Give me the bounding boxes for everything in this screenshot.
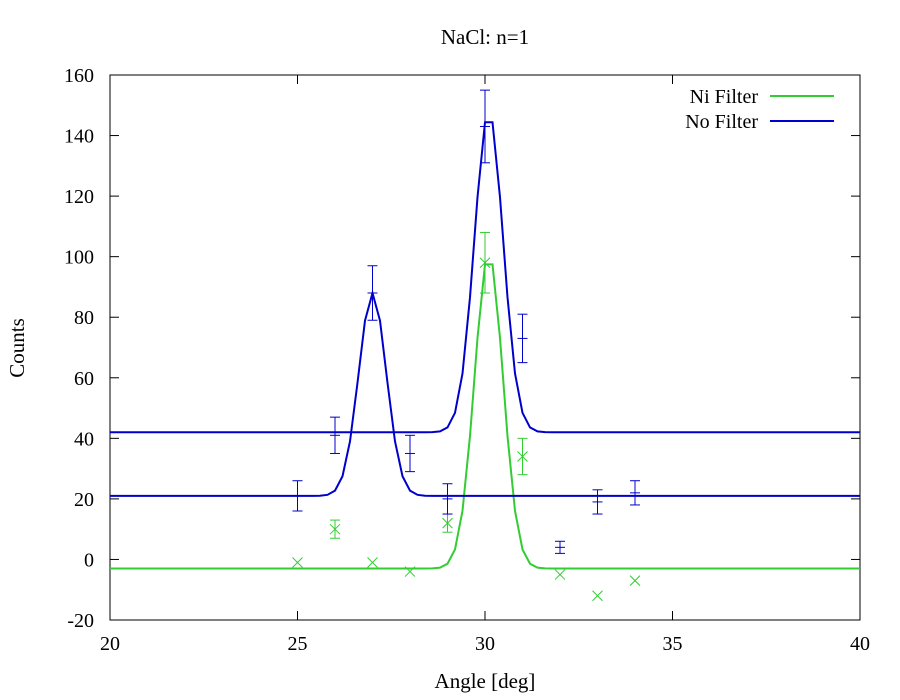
- data-point: [554, 569, 566, 580]
- marker-x: [442, 517, 453, 529]
- y-tick-label: 160: [64, 65, 94, 87]
- legend-label: Ni Filter: [690, 86, 759, 108]
- data-point: [517, 437, 528, 476]
- y-tick-label: 0: [84, 549, 94, 571]
- data-point: [480, 89, 490, 164]
- x-tick-label: 40: [850, 633, 870, 655]
- data-point: [292, 480, 303, 512]
- data-point: [592, 489, 603, 515]
- marker-x: [479, 257, 491, 269]
- data-point: [555, 540, 565, 554]
- y-tick-label: 20: [74, 489, 94, 511]
- data-point: [592, 590, 603, 602]
- y-tick-label: -20: [67, 610, 94, 632]
- marker-x: [367, 557, 378, 568]
- data-point: [442, 483, 453, 515]
- marker-x: [404, 566, 416, 577]
- data-point: [479, 231, 491, 294]
- marker-x: [517, 451, 528, 462]
- axis-ticks: 20 25 30 35 40 -20 0 20 40 60 80 100 120 140 160: [64, 65, 870, 655]
- legend: Ni Filter No Filter: [685, 86, 834, 133]
- y-axis-label: Counts: [5, 318, 29, 378]
- marker-x: [329, 523, 341, 535]
- y-tick-label: 140: [64, 126, 94, 148]
- data-point: [405, 434, 415, 473]
- data-point: [404, 566, 416, 577]
- data-points: [292, 89, 641, 602]
- data-point: [367, 265, 378, 321]
- marker-x: [554, 569, 566, 580]
- data-point: [629, 575, 641, 586]
- y-tick-label: 40: [74, 428, 94, 450]
- data-point: [630, 480, 640, 506]
- fit-curve: [110, 263, 860, 570]
- chart-title: NaCl: n=1: [441, 25, 529, 49]
- y-tick-label: 100: [64, 247, 94, 269]
- data-point: [292, 557, 303, 568]
- data-point: [367, 557, 378, 568]
- legend-label: No Filter: [685, 111, 758, 133]
- x-axis-label: Angle [deg]: [435, 669, 536, 693]
- y-tick-label: 60: [74, 368, 94, 390]
- x-tick-label: 35: [663, 633, 683, 655]
- fit-curve: [110, 289, 860, 497]
- y-tick-label: 80: [74, 307, 94, 329]
- x-tick-label: 30: [475, 633, 495, 655]
- data-point: [517, 313, 528, 364]
- data-point: [330, 416, 340, 454]
- y-tick-label: 120: [64, 186, 94, 208]
- marker-x: [592, 590, 603, 602]
- data-point: [442, 513, 453, 533]
- data-point: [329, 519, 341, 539]
- marker-x: [292, 557, 303, 568]
- x-tick-label: 20: [100, 633, 120, 655]
- x-tick-label: 25: [288, 633, 308, 655]
- marker-x: [629, 575, 641, 586]
- fit-curves: [110, 121, 860, 570]
